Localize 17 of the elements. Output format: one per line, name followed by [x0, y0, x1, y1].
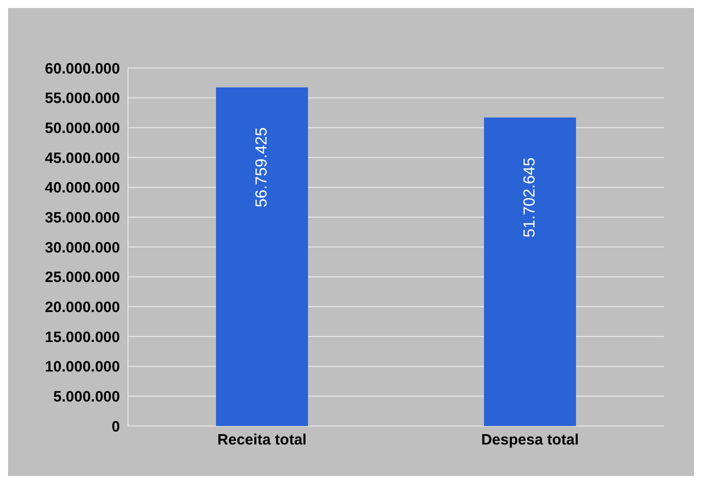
y-tick-label: 5.000.000 — [53, 388, 120, 406]
data-label: 56.759.425 — [254, 127, 270, 208]
y-tick-label: 25.000.000 — [44, 269, 120, 286]
y-tick-label: 10.000.000 — [44, 358, 120, 376]
y-tick-label: 0 — [112, 418, 120, 436]
data-label: 51.702.645 — [522, 157, 538, 238]
y-tick-label: 35.000.000 — [44, 209, 120, 226]
y-tick-label: 60.000.000 — [44, 60, 120, 78]
x-tick-label: Despesa total — [481, 432, 579, 449]
y-tick-label: 40.000.000 — [44, 180, 120, 197]
y-tick-label: 20.000.000 — [44, 298, 120, 316]
y-tick-label: 50.000.000 — [44, 120, 120, 137]
y-tick-label: 45.000.000 — [44, 150, 120, 167]
x-tick-label: Receita total — [217, 432, 307, 449]
y-tick-label: 15.000.000 — [44, 328, 120, 346]
y-tick-label: 55.000.000 — [44, 90, 120, 108]
y-tick-label: 30.000.000 — [44, 239, 120, 256]
